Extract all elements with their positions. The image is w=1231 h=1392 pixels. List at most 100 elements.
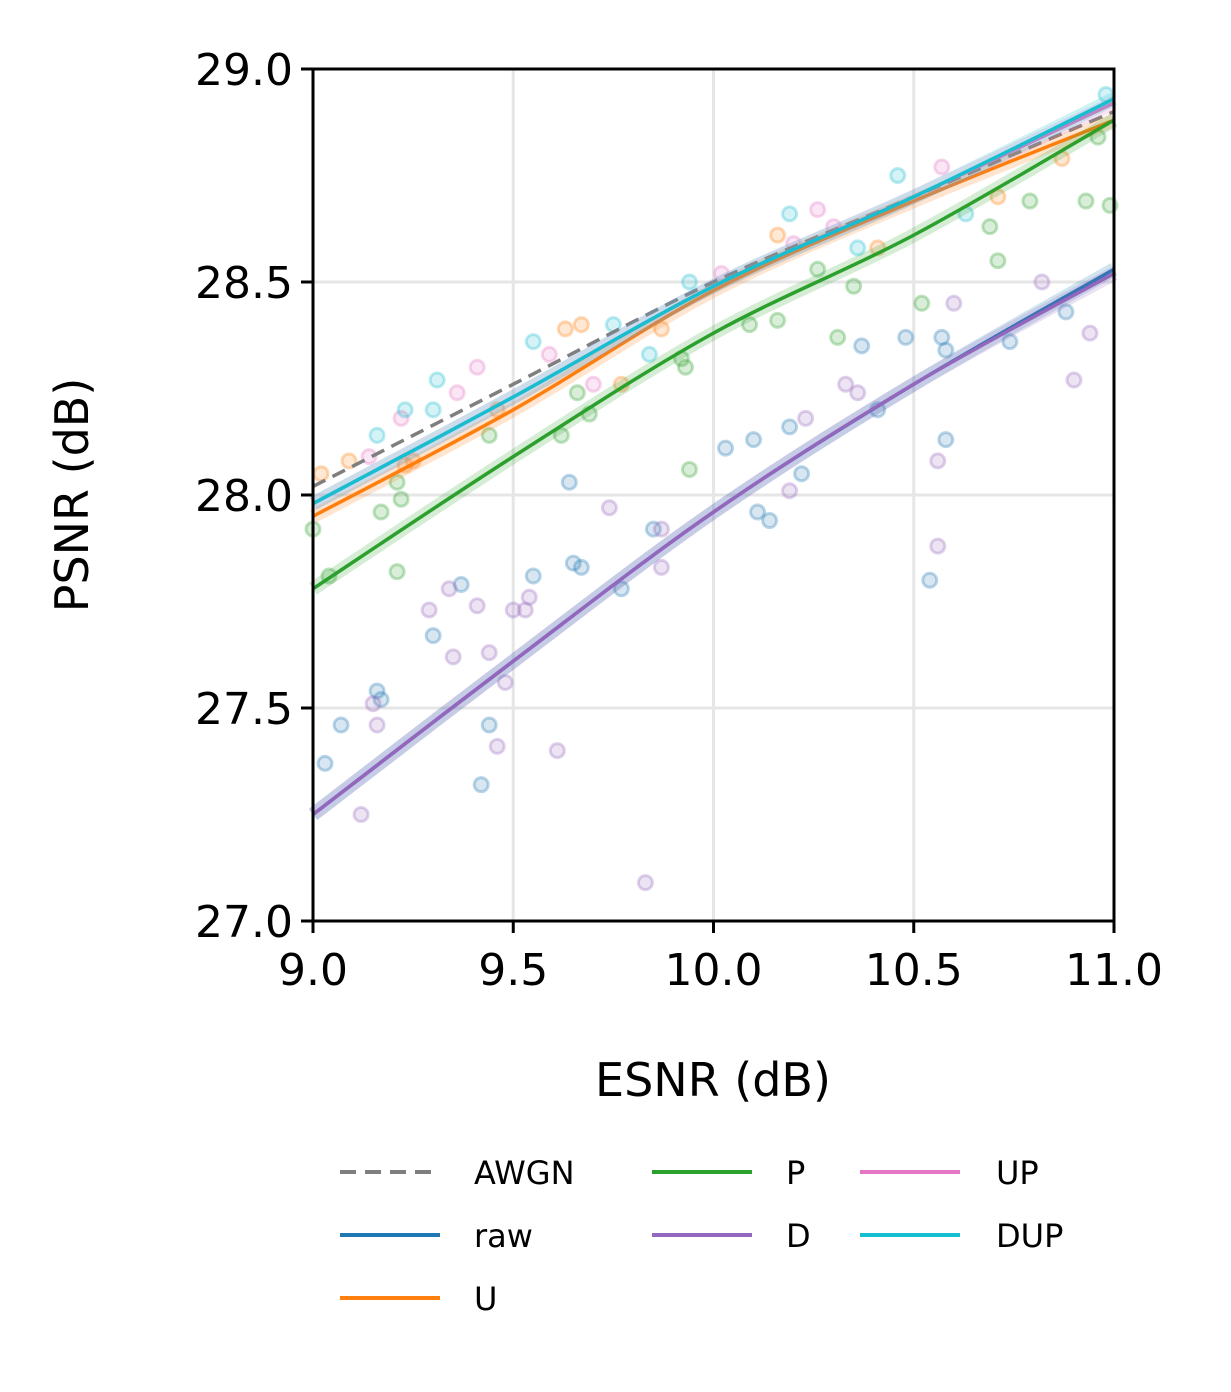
scatter-point-d [480,644,498,662]
scatter-point-raw [1001,333,1019,351]
scatter-point-d [652,520,670,538]
y-tick-label: 29.0 [195,45,293,96]
scatter-point-raw [937,431,955,449]
scatter-point-u [769,226,787,244]
scatter-point-d [368,716,386,734]
scatter-point-raw [560,473,578,491]
scatter-point-raw [524,567,542,585]
scatter-point-d [797,409,815,427]
scatter-point-raw [644,520,662,538]
scatter-point-d [652,558,670,576]
legend-label-awgn: AWGN [474,1154,575,1192]
scatter-point-up [448,384,466,402]
scatter-point-d [929,537,947,555]
scatter-point-d [849,384,867,402]
scatter-point-p [809,260,827,278]
x-tick-label: 10.5 [865,945,963,996]
scatter-point-raw [452,575,470,593]
scatter-point-d [1033,273,1051,291]
line-dup [312,97,1115,506]
scatter-point-d [444,648,462,666]
series-lines [308,92,1118,821]
scatter-point-d [636,874,654,892]
legend-label-u: U [474,1280,497,1318]
axis-ticks: 9.0 9.5 10.0 10.5 11.0 27.0 27.5 28.0 28.5 29.0 [195,45,1163,996]
scatter-point-p [388,473,406,491]
scatter-point-p [480,426,498,444]
scatter-point-raw [572,558,590,576]
scatter-point-raw [717,439,735,457]
scatter-point-dup [524,333,542,351]
scatter-point-d [420,601,438,619]
scatter-point-p [392,490,410,508]
x-tick-label: 9.5 [478,945,548,996]
scatter-point-up [584,375,602,393]
scatter-point-p [568,384,586,402]
scatter-point-d [1065,371,1083,389]
scatter-point-raw [480,716,498,734]
line-d [311,271,1115,816]
legend-label-up: UP [996,1154,1039,1192]
scatter-point-p [388,563,406,581]
scatter-point-raw [761,512,779,530]
scatter-point-raw [745,431,763,449]
scatter-point-p [829,328,847,346]
legend-label-dup: DUP [996,1217,1063,1255]
scatter-point-p [741,316,759,334]
scatter-point-raw [472,776,490,794]
scatter-point-raw [853,337,871,355]
x-axis-label: ESNR (dB) [595,1053,831,1107]
scatter-point-up [468,358,486,376]
y-tick-label: 27.5 [195,684,293,735]
scatter-point-p [676,358,694,376]
scatter-point-up [360,448,378,466]
scatter-point-d [504,601,522,619]
y-tick-label: 28.5 [195,258,293,309]
scatter-point-dup [428,371,446,389]
scatter-point-dup [424,401,442,419]
scatter-point-raw [372,690,390,708]
scatter-point-dup [889,167,907,184]
scatter-point-u [312,465,330,483]
x-tick-label: 11.0 [1065,945,1163,996]
scatter-point-up [809,201,827,219]
scatter-point-raw [921,571,939,589]
scatter-point-p [913,294,931,312]
scatter-point-d [440,580,458,598]
scatter-point-p [552,426,570,444]
scatter-point-p [845,277,863,295]
legend-label-p: P [786,1154,805,1192]
x-tick-label: 9.0 [278,945,348,996]
scatter-point-raw [564,554,582,572]
scatter-point-raw [937,341,955,359]
scatter-point-u [572,316,590,334]
line-awgn [312,109,1115,489]
scatter-point-raw [793,465,811,483]
scatter-point-d [352,806,370,823]
scatter-point-p [1077,192,1095,210]
scatter-point-raw [332,716,350,734]
line-u [312,118,1115,518]
scatter-point-p [680,460,698,478]
scatter-point-raw [1057,303,1075,321]
scatter-point-dup [680,273,698,291]
scatter-point-d [781,482,799,500]
scatter-point-raw [933,328,951,346]
scatter-point-d [929,452,947,470]
scatter-point-d [1081,324,1099,342]
scatter-points [304,86,1119,892]
scatter-point-dup [781,205,799,223]
scatter-point-up [933,158,951,176]
scatter-point-up [392,409,410,427]
y-tick-label: 27.0 [195,897,293,948]
scatter-point-p [372,503,390,521]
scatter-point-up [540,345,558,363]
scatter-point-dup [396,401,414,419]
scatter-point-raw [781,418,799,436]
legend-label-d: D [786,1217,811,1255]
scatter-point-raw [749,503,767,521]
y-tick-label: 28.0 [195,471,293,522]
scatter-point-dup [849,239,867,257]
scatter-point-dup [368,426,386,444]
